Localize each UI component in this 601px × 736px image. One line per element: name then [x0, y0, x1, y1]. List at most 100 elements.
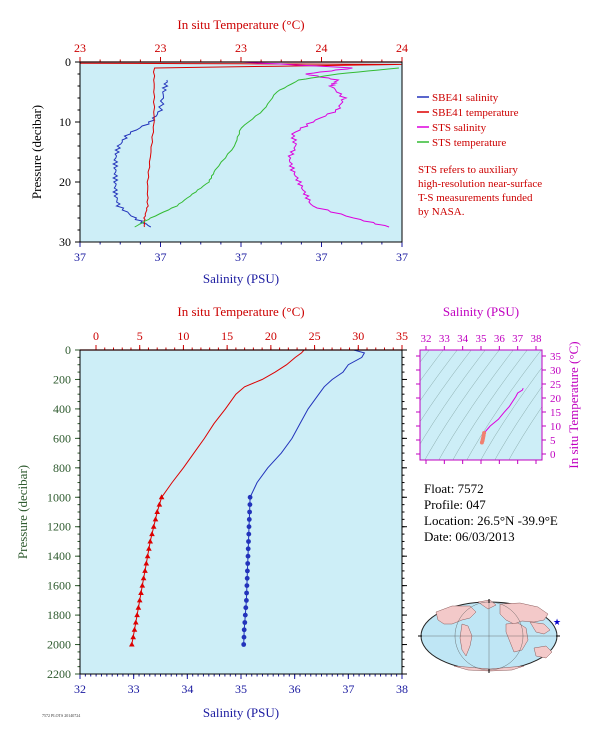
salinity-marker — [245, 553, 251, 559]
top-pressure-axis-title: Pressure (decibar) — [29, 105, 44, 199]
temperature-marker — [144, 553, 151, 559]
salinity-marker — [241, 627, 247, 633]
density-contour — [438, 350, 514, 460]
temperature-marker — [135, 604, 142, 610]
bottom-plot-frame — [79, 349, 403, 675]
salinity-marker — [246, 539, 251, 544]
profile-number: Profile: 047 — [424, 497, 486, 512]
top-profile-chart: In situ Temperature (°C) Salinity (PSU) … — [29, 17, 408, 286]
ts-axis-ticks: 32 33 34 35 36 37 38 0 5 10 15 20 25 30 35 — [416, 333, 562, 464]
temperature-marker — [129, 641, 135, 647]
legend-label: STS salinity — [432, 122, 487, 134]
top-temp-tick-label: 24 — [396, 41, 408, 55]
density-contour — [480, 367, 542, 460]
bottom-temp-tick-label: 0 — [93, 329, 99, 343]
salinity-marker — [241, 642, 247, 647]
temperature-marker — [150, 523, 157, 529]
bottom-temp-tick-label: 15 — [221, 329, 233, 343]
ts-temp-tick-label: 15 — [550, 407, 562, 419]
bottom-temp-tick-label: 5 — [137, 329, 143, 343]
note-line: T-S measurements funded — [418, 192, 533, 204]
temperature-marker — [149, 531, 155, 537]
float-info: Float: 7572 Profile: 047 Location: 26.5°… — [424, 481, 558, 544]
bottom-temp-tick-label: 25 — [309, 329, 321, 343]
float-location: Location: 26.5°N -39.9°E — [424, 513, 558, 528]
salinity-marker — [247, 502, 253, 507]
density-contour — [424, 350, 500, 460]
top-pressure-tick-label: 30 — [59, 235, 71, 249]
temperature-marker — [152, 516, 159, 522]
series-line-sts-temperature — [134, 67, 399, 228]
temperature-marker — [133, 619, 139, 625]
top-pressure-tick-label: 10 — [59, 115, 71, 129]
top-pressure-tick-label: 20 — [59, 175, 71, 189]
density-contour — [420, 350, 444, 382]
bottom-sal-tick-label: 36 — [289, 682, 301, 696]
top-sal-tick-label: 37 — [235, 250, 247, 264]
bottom-sal-tick-label: 32 — [74, 682, 86, 696]
ts-sal-tick-label: 35 — [476, 333, 488, 345]
salinity-marker — [244, 583, 250, 588]
ts-points — [479, 387, 524, 445]
salinity-marker — [247, 509, 253, 515]
salinity-marker — [247, 494, 253, 500]
ts-sal-tick-label: 38 — [531, 333, 543, 345]
note-line: STS refers to auxiliary — [418, 164, 518, 176]
temperature-marker — [136, 597, 143, 603]
top-plot-area — [80, 62, 402, 242]
footer-note: 7572 PLOTS 20140724 — [42, 713, 80, 718]
bottom-profile-lines — [129, 349, 366, 647]
legend-label: SBE41 temperature — [432, 107, 519, 119]
bottom-plot-area — [80, 350, 402, 674]
bottom-pressure-tick-label: 0 — [65, 343, 71, 357]
bottom-temp-tick-label: 20 — [265, 329, 277, 343]
bottom-pressure-axis-title: Pressure (decibar) — [15, 465, 30, 559]
temperature-marker — [147, 538, 153, 544]
top-temperature-axis-title: In situ Temperature (°C) — [177, 17, 304, 32]
bottom-pressure-tick-label: 2000 — [47, 638, 71, 652]
salinity-marker — [245, 561, 251, 566]
bottom-temperature-axis-title: In situ Temperature (°C) — [177, 304, 304, 319]
note-line: by NASA. — [418, 206, 465, 218]
bottom-pressure-tick-label: 1400 — [47, 549, 71, 563]
ts-temp-tick-label: 30 — [550, 365, 562, 377]
density-contour — [420, 350, 472, 423]
bottom-pressure-tick-label: 1800 — [47, 608, 71, 622]
note-line: high-resolution near-surface — [418, 178, 542, 190]
bottom-pressure-tick-label: 2200 — [47, 667, 71, 681]
density-contour — [494, 386, 542, 460]
bottom-salinity-axis-title: Salinity (PSU) — [203, 705, 279, 720]
temperature-marker — [158, 494, 165, 500]
legend-label: SBE41 salinity — [432, 92, 499, 104]
ts-sal-tick-label: 33 — [439, 333, 451, 345]
ts-temperature-axis-title: In situ Temperature (°C) — [566, 341, 581, 468]
series-line-sbe41-temperature — [80, 62, 402, 228]
ts-sal-tick-label: 34 — [457, 333, 469, 345]
ts-temp-tick-label: 35 — [550, 351, 562, 363]
temperature-marker — [156, 501, 163, 507]
bottom-sal-tick-label: 33 — [128, 682, 140, 696]
ts-temp-tick-label: 0 — [550, 449, 556, 461]
top-temp-tick-label: 23 — [235, 41, 247, 55]
temperature-marker — [143, 560, 150, 566]
map-edge-ticks — [418, 599, 560, 673]
bottom-pressure-tick-label: 800 — [53, 461, 71, 475]
density-contour — [420, 350, 458, 402]
temperature-marker — [131, 626, 138, 632]
bottom-sal-tick-label: 37 — [342, 682, 354, 696]
ts-sal-tick-label: 36 — [494, 333, 506, 345]
legend: SBE41 salinity SBE41 temperature STS salin… — [417, 92, 519, 149]
top-temp-tick-label: 23 — [74, 41, 86, 55]
bottom-pressure-tick-label: 400 — [53, 402, 71, 416]
bottom-temp-tick-label: 30 — [352, 329, 364, 343]
float-location-marker: ★ — [553, 617, 561, 627]
salinity-marker — [244, 598, 249, 603]
salinity-marker — [242, 612, 248, 618]
bottom-sal-tick-label: 38 — [396, 682, 408, 696]
top-temp-tick-label: 24 — [316, 41, 328, 55]
bottom-pressure-tick-label: 200 — [53, 372, 71, 386]
top-sal-tick-label: 37 — [396, 250, 408, 264]
ts-sal-tick-label: 32 — [421, 333, 432, 345]
profile-date: Date: 06/03/2013 — [424, 529, 515, 544]
